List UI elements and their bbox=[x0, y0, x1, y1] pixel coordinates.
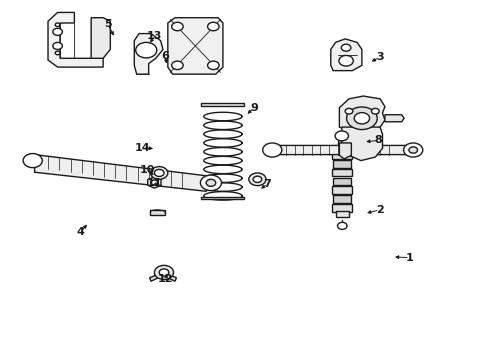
Circle shape bbox=[206, 179, 215, 186]
Circle shape bbox=[248, 173, 265, 186]
Text: 13: 13 bbox=[146, 31, 162, 41]
Polygon shape bbox=[330, 39, 361, 71]
Circle shape bbox=[171, 61, 183, 69]
Polygon shape bbox=[134, 33, 163, 74]
Text: 12: 12 bbox=[157, 274, 173, 284]
Text: 9: 9 bbox=[250, 103, 258, 113]
Polygon shape bbox=[91, 18, 110, 58]
Polygon shape bbox=[332, 195, 351, 203]
Circle shape bbox=[154, 265, 173, 279]
Polygon shape bbox=[331, 186, 351, 194]
Circle shape bbox=[136, 42, 157, 58]
Text: 8: 8 bbox=[374, 135, 382, 145]
Text: 10: 10 bbox=[140, 165, 155, 175]
Circle shape bbox=[154, 170, 163, 176]
Circle shape bbox=[53, 42, 62, 49]
Circle shape bbox=[53, 28, 62, 35]
Polygon shape bbox=[339, 143, 351, 159]
Polygon shape bbox=[48, 12, 103, 67]
Circle shape bbox=[403, 143, 422, 157]
Polygon shape bbox=[331, 169, 351, 176]
Circle shape bbox=[334, 131, 348, 141]
Text: 14: 14 bbox=[135, 143, 150, 153]
Circle shape bbox=[150, 167, 167, 179]
Text: 6: 6 bbox=[161, 51, 169, 61]
Polygon shape bbox=[335, 211, 348, 217]
Polygon shape bbox=[384, 115, 403, 122]
Text: 5: 5 bbox=[104, 19, 111, 29]
Polygon shape bbox=[332, 160, 351, 168]
Polygon shape bbox=[337, 140, 345, 152]
Circle shape bbox=[171, 22, 183, 31]
Polygon shape bbox=[331, 204, 351, 212]
Polygon shape bbox=[147, 177, 161, 188]
Circle shape bbox=[23, 153, 42, 168]
Circle shape bbox=[345, 108, 352, 114]
Text: 4: 4 bbox=[77, 227, 84, 237]
Text: 1: 1 bbox=[405, 253, 413, 262]
Circle shape bbox=[55, 23, 60, 27]
Circle shape bbox=[151, 180, 158, 185]
Circle shape bbox=[337, 222, 346, 229]
Circle shape bbox=[207, 61, 219, 69]
Polygon shape bbox=[341, 127, 382, 161]
Polygon shape bbox=[167, 18, 223, 74]
Polygon shape bbox=[332, 177, 351, 185]
Circle shape bbox=[338, 55, 352, 66]
Polygon shape bbox=[149, 210, 164, 215]
Circle shape bbox=[200, 175, 221, 190]
Circle shape bbox=[353, 113, 369, 124]
Circle shape bbox=[262, 143, 281, 157]
Circle shape bbox=[207, 22, 219, 31]
Polygon shape bbox=[339, 96, 384, 131]
Text: 7: 7 bbox=[263, 179, 271, 189]
Polygon shape bbox=[29, 154, 210, 191]
Polygon shape bbox=[331, 151, 351, 159]
Circle shape bbox=[55, 51, 60, 55]
Circle shape bbox=[371, 108, 378, 114]
Circle shape bbox=[341, 44, 350, 51]
Polygon shape bbox=[167, 275, 176, 281]
Polygon shape bbox=[149, 275, 158, 281]
Circle shape bbox=[346, 107, 376, 130]
Polygon shape bbox=[270, 145, 415, 155]
Circle shape bbox=[159, 269, 168, 276]
Polygon shape bbox=[201, 197, 244, 199]
Text: 3: 3 bbox=[375, 52, 383, 62]
Circle shape bbox=[408, 147, 417, 153]
Text: 11: 11 bbox=[146, 178, 162, 188]
Text: 2: 2 bbox=[375, 205, 383, 215]
Circle shape bbox=[253, 176, 261, 183]
Polygon shape bbox=[201, 103, 244, 106]
